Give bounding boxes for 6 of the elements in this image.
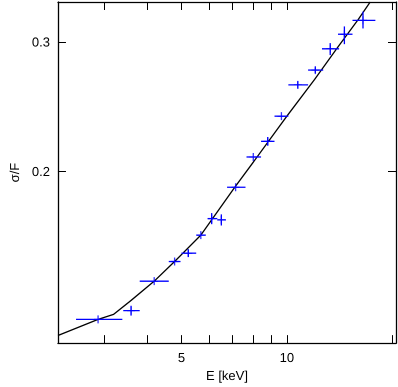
y-tick-label: 0.2 xyxy=(32,164,50,180)
y-axis-title: σ/F xyxy=(7,162,22,182)
x-axis-title: E [keV] xyxy=(206,368,248,383)
x-tick-label: 5 xyxy=(178,350,186,366)
x-tick-label: 10 xyxy=(280,350,294,366)
y-tick-label: 0.3 xyxy=(32,34,50,50)
